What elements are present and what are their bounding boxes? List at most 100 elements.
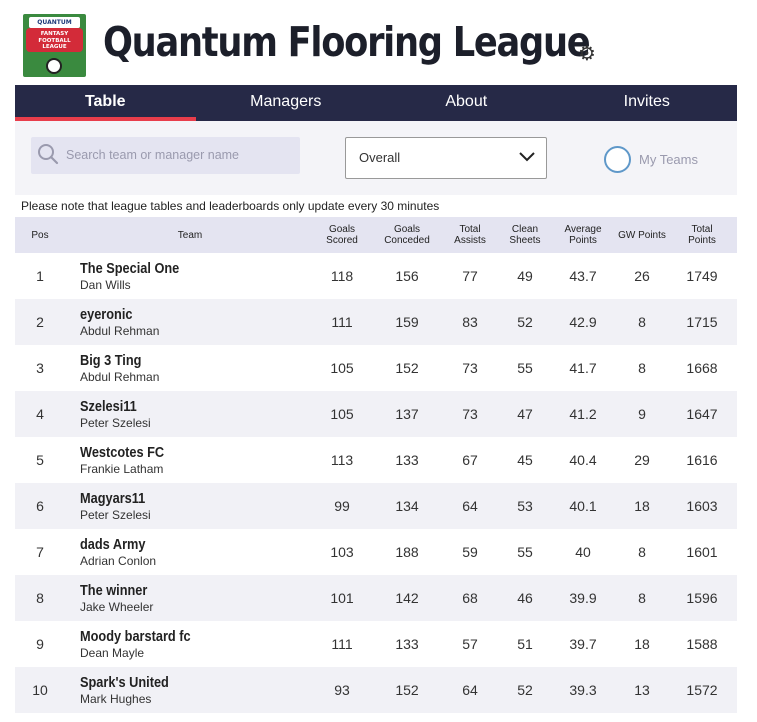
team-cell[interactable]: Spark's United Mark Hughes bbox=[80, 675, 181, 708]
search-input[interactable]: Search team or manager name bbox=[31, 137, 300, 174]
page-title: Quantum Flooring League bbox=[103, 18, 591, 66]
my-teams-label: My Teams bbox=[639, 151, 698, 167]
gw-points: 8 bbox=[638, 314, 646, 330]
team-cell[interactable]: Westcotes FC Frankie Latham bbox=[80, 445, 176, 478]
team-name[interactable]: Big 3 Ting bbox=[80, 353, 142, 369]
header-pos[interactable]: Pos bbox=[31, 229, 49, 241]
tab-about[interactable]: About bbox=[445, 93, 488, 110]
team-name[interactable]: eyeronic bbox=[80, 307, 133, 323]
tab-table[interactable]: Table bbox=[15, 85, 196, 121]
main-nav: Table Managers About Invites bbox=[15, 85, 737, 121]
header-total-assists[interactable]: Total Assists bbox=[454, 224, 486, 246]
settings-gear-icon[interactable]: ⚙ bbox=[578, 41, 596, 65]
gw-points: 18 bbox=[634, 498, 650, 514]
goals-conceded: 137 bbox=[395, 406, 419, 422]
total-points: 1596 bbox=[686, 590, 718, 606]
table-row[interactable]: 3 Big 3 Ting Abdul Rehman 105 152 73 55 … bbox=[15, 345, 737, 391]
team-name[interactable]: Moody barstard fc bbox=[80, 629, 191, 645]
team-cell[interactable]: Szelesi11 Peter Szelesi bbox=[80, 399, 151, 432]
team-cell[interactable]: The winner Jake Wheeler bbox=[80, 583, 157, 616]
ranking-select[interactable]: Overall bbox=[345, 137, 547, 179]
total-points: 1601 bbox=[686, 544, 718, 560]
radio-icon[interactable] bbox=[604, 145, 631, 173]
total-points: 1616 bbox=[686, 452, 718, 468]
total-points: 1715 bbox=[686, 314, 718, 330]
team-name[interactable]: dads Army bbox=[80, 537, 146, 553]
team-cell[interactable]: Moody barstard fc Dean Mayle bbox=[80, 629, 206, 662]
table-header: Pos Team Goals Scored Goals Conceded Tot… bbox=[15, 217, 737, 253]
team-cell[interactable]: dads Army Adrian Conlon bbox=[80, 537, 156, 570]
clean-sheets: 55 bbox=[517, 544, 533, 560]
average-points: 43.7 bbox=[569, 268, 597, 284]
team-cell[interactable]: Magyars11 Peter Szelesi bbox=[80, 491, 154, 524]
table-row[interactable]: 4 Szelesi11 Peter Szelesi 105 137 73 47 … bbox=[15, 391, 737, 437]
team-cell[interactable]: Big 3 Ting Abdul Rehman bbox=[80, 353, 159, 386]
average-points: 39.9 bbox=[569, 590, 597, 606]
manager-name: Abdul Rehman bbox=[80, 324, 160, 338]
goals-scored: 99 bbox=[334, 498, 350, 514]
header-team[interactable]: Team bbox=[177, 229, 203, 241]
gw-points: 13 bbox=[634, 682, 650, 698]
goals-scored: 111 bbox=[331, 636, 353, 652]
average-points: 40.4 bbox=[569, 452, 597, 468]
goals-conceded: 133 bbox=[395, 636, 419, 652]
filter-bar: Search team or manager name Overall My T… bbox=[15, 121, 737, 195]
goals-scored: 93 bbox=[334, 682, 350, 698]
team-name[interactable]: Szelesi11 bbox=[80, 399, 137, 415]
team-name[interactable]: Westcotes FC bbox=[80, 445, 165, 461]
team-cell[interactable]: The Special One Dan Wills bbox=[80, 261, 193, 294]
table-row[interactable]: 1 The Special One Dan Wills 118 156 77 4… bbox=[15, 253, 737, 299]
tab-managers[interactable]: Managers bbox=[250, 93, 322, 110]
header-clean-sheets[interactable]: Clean Sheets bbox=[509, 224, 541, 246]
total-assists: 73 bbox=[462, 406, 478, 422]
goals-conceded: 159 bbox=[395, 314, 419, 330]
team-name[interactable]: Magyars11 bbox=[80, 491, 146, 507]
manager-name: Peter Szelesi bbox=[80, 508, 151, 522]
header-total-points[interactable]: Total Points bbox=[688, 224, 716, 246]
team-name[interactable]: Spark's United bbox=[80, 675, 169, 691]
header-gw-points[interactable]: GW Points bbox=[618, 229, 666, 241]
table-row[interactable]: 8 The winner Jake Wheeler 101 142 68 46 … bbox=[15, 575, 737, 621]
clean-sheets: 52 bbox=[517, 682, 533, 698]
table-row[interactable]: 5 Westcotes FC Frankie Latham 113 133 67… bbox=[15, 437, 737, 483]
total-assists: 83 bbox=[462, 314, 478, 330]
clean-sheets: 49 bbox=[517, 268, 533, 284]
clean-sheets: 52 bbox=[517, 314, 533, 330]
my-teams-toggle[interactable]: My Teams bbox=[604, 145, 698, 173]
table-row[interactable]: 7 dads Army Adrian Conlon 103 188 59 55 … bbox=[15, 529, 737, 575]
update-notice: Please note that league tables and leade… bbox=[21, 199, 440, 213]
tab-invites[interactable]: Invites bbox=[623, 93, 670, 110]
team-cell[interactable]: eyeronic Abdul Rehman bbox=[80, 307, 159, 340]
football-icon bbox=[46, 58, 62, 74]
logo-brand: QUANTUM bbox=[29, 17, 80, 28]
select-value: Overall bbox=[359, 150, 401, 165]
team-name[interactable]: The Special One bbox=[80, 261, 180, 277]
total-assists: 59 bbox=[462, 544, 478, 560]
table-row[interactable]: 9 Moody barstard fc Dean Mayle 111 133 5… bbox=[15, 621, 737, 667]
header-average-points[interactable]: Average Points bbox=[564, 224, 602, 246]
table-row[interactable]: 10 Spark's United Mark Hughes 93 152 64 … bbox=[15, 667, 737, 713]
manager-name: Dan Wills bbox=[80, 278, 131, 292]
clean-sheets: 46 bbox=[517, 590, 533, 606]
total-assists: 77 bbox=[462, 268, 478, 284]
header-goals-conceded[interactable]: Goals Conceded bbox=[384, 224, 430, 246]
gw-points: 29 bbox=[634, 452, 650, 468]
gw-points: 8 bbox=[638, 360, 646, 376]
average-points: 42.9 bbox=[569, 314, 597, 330]
row-pos: 9 bbox=[36, 636, 44, 652]
average-points: 40 bbox=[575, 544, 591, 560]
total-points: 1749 bbox=[686, 268, 718, 284]
team-name[interactable]: The winner bbox=[80, 583, 148, 599]
row-pos: 7 bbox=[36, 544, 44, 560]
gw-points: 26 bbox=[634, 268, 650, 284]
total-assists: 57 bbox=[462, 636, 478, 652]
header-goals-scored[interactable]: Goals Scored bbox=[326, 224, 358, 246]
total-points: 1603 bbox=[686, 498, 718, 514]
table-row[interactable]: 6 Magyars11 Peter Szelesi 99 134 64 53 4… bbox=[15, 483, 737, 529]
clean-sheets: 47 bbox=[517, 406, 533, 422]
row-pos: 1 bbox=[36, 268, 44, 284]
table-row[interactable]: 2 eyeronic Abdul Rehman 111 159 83 52 42… bbox=[15, 299, 737, 345]
gw-points: 18 bbox=[634, 636, 650, 652]
league-logo[interactable]: QUANTUM FANTASY FOOTBALL LEAGUE bbox=[23, 14, 86, 77]
goals-conceded: 156 bbox=[395, 268, 419, 284]
